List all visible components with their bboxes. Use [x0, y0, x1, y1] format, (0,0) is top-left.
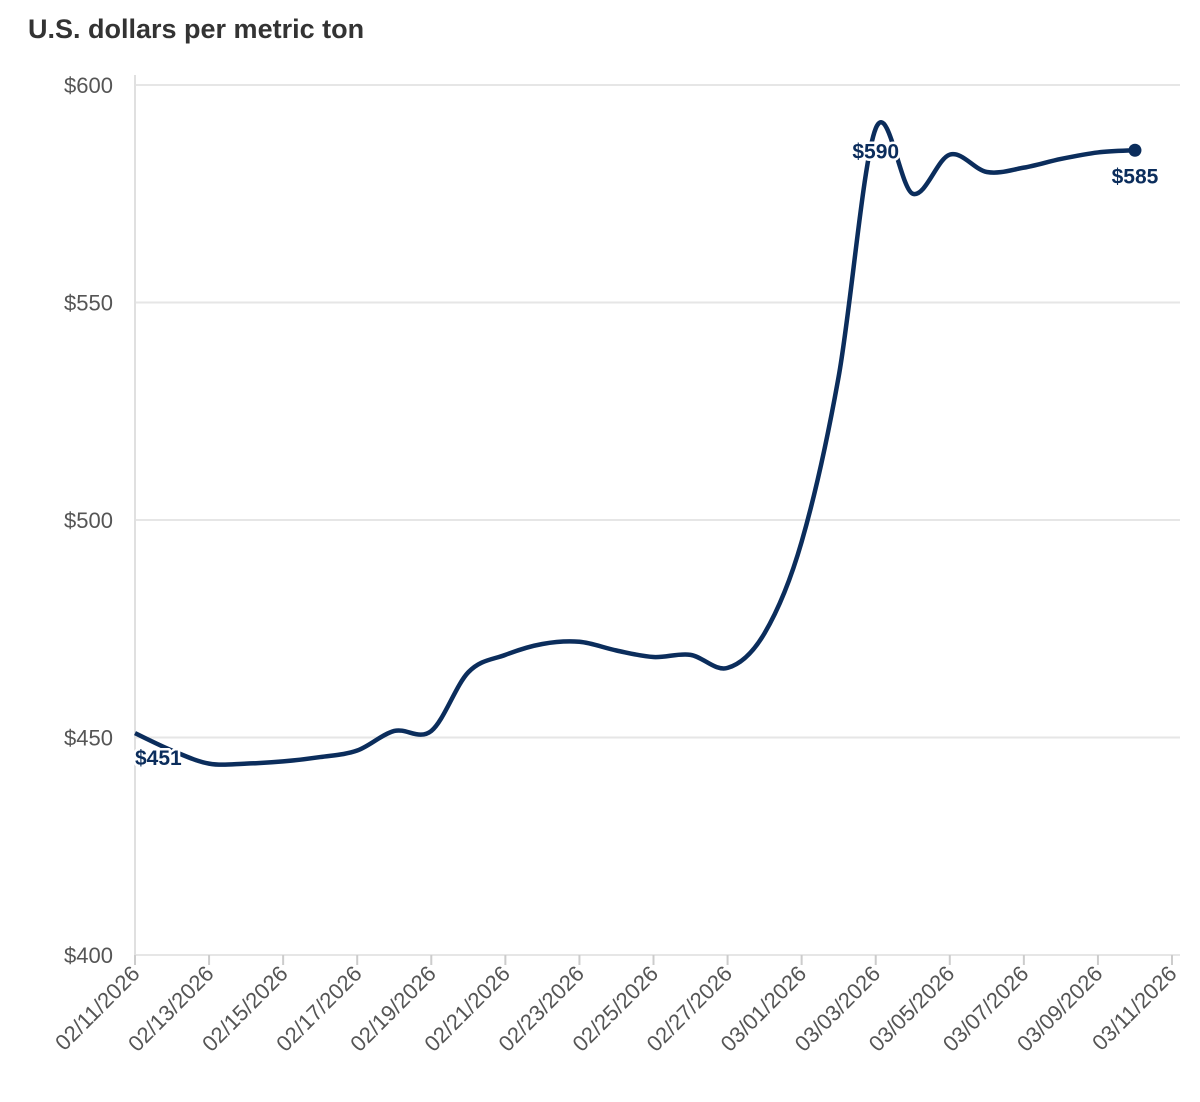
y-tick-label: $500 — [64, 508, 113, 533]
series-line — [134, 120, 1136, 767]
data-label: $590 — [852, 141, 899, 164]
data-point — [1128, 143, 1142, 157]
y-tick-label: $450 — [64, 726, 113, 751]
data-label: $585 — [1112, 165, 1159, 188]
chart-title: U.S. dollars per metric ton — [28, 14, 365, 44]
data-label: $451 — [135, 747, 182, 770]
y-tick-label: $600 — [64, 73, 113, 98]
y-tick-label: $550 — [64, 291, 113, 316]
y-tick-label: $400 — [64, 943, 113, 968]
